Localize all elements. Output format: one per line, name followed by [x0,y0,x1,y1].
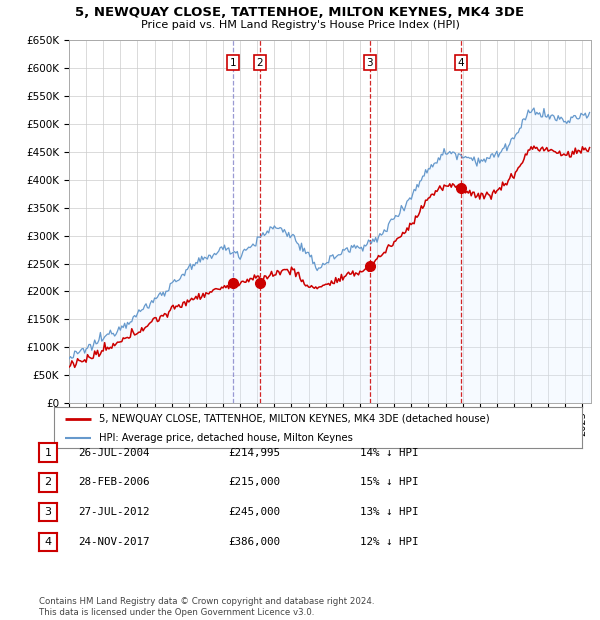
Text: Contains HM Land Registry data © Crown copyright and database right 2024.
This d: Contains HM Land Registry data © Crown c… [39,598,374,617]
Text: Price paid vs. HM Land Registry's House Price Index (HPI): Price paid vs. HM Land Registry's House … [140,20,460,30]
Text: £386,000: £386,000 [228,537,280,547]
Text: 5, NEWQUAY CLOSE, TATTENHOE, MILTON KEYNES, MK4 3DE: 5, NEWQUAY CLOSE, TATTENHOE, MILTON KEYN… [76,6,524,19]
Text: 13% ↓ HPI: 13% ↓ HPI [360,507,419,517]
Text: 28-FEB-2006: 28-FEB-2006 [78,477,149,487]
Text: 27-JUL-2012: 27-JUL-2012 [78,507,149,517]
Text: 2: 2 [257,58,263,68]
Text: 3: 3 [44,507,52,517]
Text: 1: 1 [44,448,52,458]
Text: 24-NOV-2017: 24-NOV-2017 [78,537,149,547]
Text: HPI: Average price, detached house, Milton Keynes: HPI: Average price, detached house, Milt… [99,433,353,443]
Text: 26-JUL-2004: 26-JUL-2004 [78,448,149,458]
Text: 14% ↓ HPI: 14% ↓ HPI [360,448,419,458]
Text: 15% ↓ HPI: 15% ↓ HPI [360,477,419,487]
Text: 5, NEWQUAY CLOSE, TATTENHOE, MILTON KEYNES, MK4 3DE (detached house): 5, NEWQUAY CLOSE, TATTENHOE, MILTON KEYN… [99,414,490,423]
Text: 12% ↓ HPI: 12% ↓ HPI [360,537,419,547]
Text: 1: 1 [229,58,236,68]
Text: 2: 2 [44,477,52,487]
Text: £245,000: £245,000 [228,507,280,517]
Text: £214,995: £214,995 [228,448,280,458]
Text: £215,000: £215,000 [228,477,280,487]
Text: 4: 4 [44,537,52,547]
Text: 4: 4 [458,58,464,68]
Text: 3: 3 [367,58,373,68]
